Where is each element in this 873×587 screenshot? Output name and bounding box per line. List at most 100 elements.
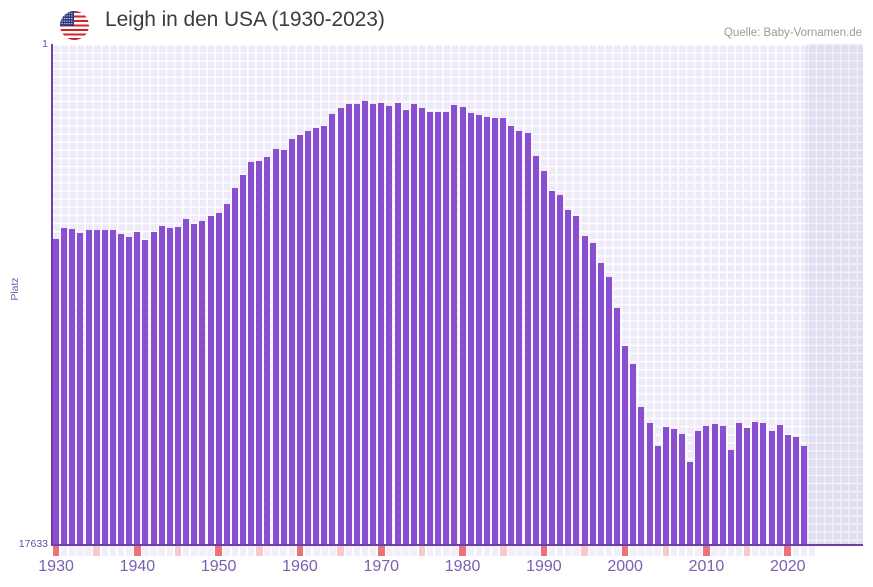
bar[interactable] [638, 407, 645, 545]
bar[interactable] [711, 423, 718, 545]
x-axis-tick-mark [451, 546, 458, 556]
bar[interactable] [483, 117, 490, 545]
bar[interactable] [581, 236, 588, 545]
bar[interactable] [231, 188, 238, 545]
bar[interactable] [516, 130, 523, 545]
bar[interactable] [622, 346, 629, 545]
bar[interactable] [557, 194, 564, 545]
bar[interactable] [597, 262, 604, 545]
bar[interactable] [288, 139, 295, 545]
bar[interactable] [191, 223, 198, 545]
bar[interactable] [760, 422, 767, 545]
bar[interactable] [272, 149, 279, 545]
bar[interactable] [435, 111, 442, 545]
bar[interactable] [313, 127, 320, 545]
bar[interactable] [158, 225, 165, 545]
bar[interactable] [85, 230, 92, 545]
bar[interactable] [53, 238, 60, 545]
bar[interactable] [394, 102, 401, 545]
bar[interactable] [792, 436, 799, 545]
bar[interactable] [402, 110, 409, 545]
x-axis-tick-mark [174, 546, 182, 556]
bar[interactable] [427, 112, 434, 545]
bar[interactable] [353, 103, 360, 545]
bar[interactable] [418, 107, 425, 545]
bar[interactable] [166, 227, 173, 545]
bar[interactable] [142, 240, 149, 545]
bar[interactable] [378, 103, 385, 545]
bar[interactable] [69, 229, 76, 545]
x-axis-tick-mark [443, 546, 450, 556]
bar[interactable] [776, 424, 783, 545]
x-axis-tick-mark [264, 546, 271, 556]
bar[interactable] [207, 216, 214, 545]
bar[interactable] [695, 430, 702, 545]
bar[interactable] [93, 230, 100, 545]
bar[interactable] [109, 230, 116, 545]
bar[interactable] [532, 155, 539, 545]
bar[interactable] [175, 226, 181, 545]
bar[interactable] [573, 216, 580, 545]
bar[interactable] [256, 161, 263, 545]
bar[interactable] [768, 430, 775, 545]
bar[interactable] [443, 112, 450, 545]
bar[interactable] [540, 171, 547, 545]
bar[interactable] [605, 276, 612, 545]
bar[interactable] [467, 113, 474, 545]
bar[interactable] [500, 118, 507, 545]
bar[interactable] [329, 113, 336, 545]
bar[interactable] [687, 461, 694, 545]
bar[interactable] [305, 130, 312, 545]
bar[interactable] [248, 161, 255, 545]
bar[interactable] [410, 103, 417, 545]
bar[interactable] [630, 364, 637, 545]
x-axis-tick-mark [654, 546, 661, 556]
bar[interactable] [296, 135, 303, 545]
bar[interactable] [801, 446, 808, 545]
bar[interactable] [337, 107, 344, 545]
bar[interactable] [670, 429, 677, 545]
bar[interactable] [703, 425, 710, 545]
bar[interactable] [475, 115, 482, 545]
x-axis-tick-mark [134, 546, 141, 556]
bar[interactable] [662, 427, 669, 545]
bar[interactable] [215, 212, 222, 545]
bar[interactable] [735, 423, 742, 545]
bar[interactable] [524, 132, 531, 545]
bar[interactable] [126, 236, 133, 545]
bar[interactable] [280, 149, 287, 545]
bar[interactable] [386, 105, 393, 545]
bar[interactable] [101, 229, 108, 545]
bar[interactable] [654, 446, 661, 545]
bar[interactable] [134, 232, 141, 545]
bar[interactable] [321, 125, 328, 545]
bar[interactable] [451, 105, 458, 545]
bar[interactable] [61, 228, 68, 545]
bar[interactable] [548, 191, 555, 545]
bar[interactable] [679, 433, 686, 545]
bar[interactable] [77, 232, 84, 545]
bar[interactable] [240, 175, 247, 545]
bar[interactable] [784, 434, 791, 545]
bar[interactable] [150, 231, 157, 545]
bar[interactable] [199, 221, 206, 545]
bar[interactable] [646, 422, 653, 545]
bar[interactable] [614, 307, 621, 545]
bar[interactable] [264, 156, 271, 545]
bar[interactable] [118, 234, 125, 545]
bar[interactable] [565, 210, 572, 545]
bar[interactable] [752, 421, 759, 545]
bar[interactable] [459, 107, 466, 545]
bar[interactable] [362, 101, 368, 545]
bar[interactable] [508, 126, 515, 545]
bar[interactable] [492, 118, 499, 545]
bar[interactable] [223, 204, 230, 545]
bar[interactable] [727, 450, 734, 545]
bar[interactable] [370, 103, 377, 545]
bar[interactable] [345, 104, 352, 545]
bar[interactable] [719, 425, 726, 545]
bar[interactable] [744, 427, 751, 545]
bar[interactable] [589, 243, 596, 545]
bar[interactable] [183, 218, 190, 545]
x-axis-tick-mark [792, 546, 800, 556]
